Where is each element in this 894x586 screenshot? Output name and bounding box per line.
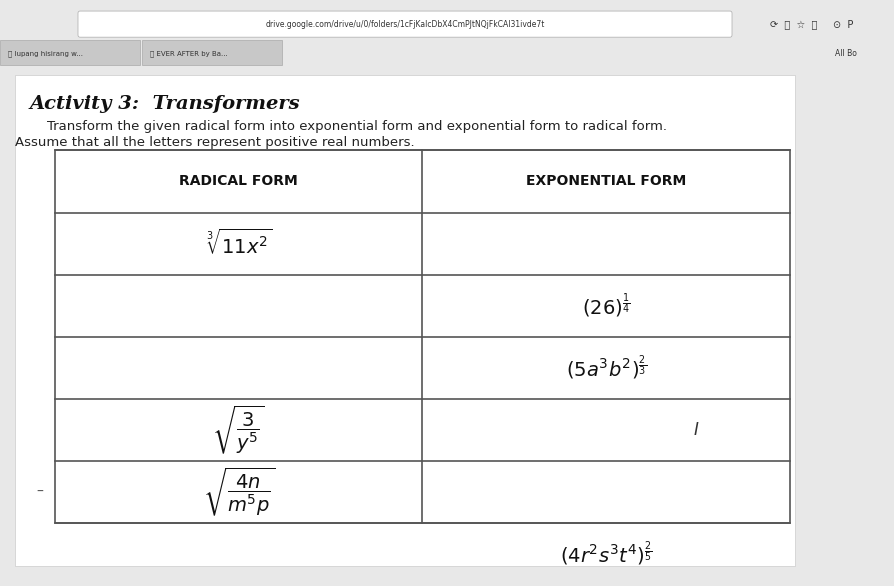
Text: Assume that all the letters represent positive real numbers.: Assume that all the letters represent po… bbox=[15, 137, 414, 149]
Text: Transform the given radical form into exponential form and exponential form to r: Transform the given radical form into ex… bbox=[30, 120, 666, 134]
Bar bbox=[0, 40, 139, 65]
Text: EXPONENTIAL FORM: EXPONENTIAL FORM bbox=[526, 175, 686, 189]
Text: Activity 3:  Transformers: Activity 3: Transformers bbox=[30, 96, 300, 113]
FancyBboxPatch shape bbox=[78, 11, 731, 37]
Text: $(4r^2s^3t^4)^{\frac{2}{5}}$: $(4r^2s^3t^4)^{\frac{2}{5}}$ bbox=[560, 540, 652, 568]
Bar bbox=[142, 40, 282, 65]
Text: $(26)^{\frac{1}{4}}$: $(26)^{\frac{1}{4}}$ bbox=[581, 291, 629, 320]
Text: ⟳  🔍  ☆  🔔     ⊙  P: ⟳ 🔍 ☆ 🔔 ⊙ P bbox=[769, 19, 852, 29]
Text: ⬛ EVER AFTER by Ba...: ⬛ EVER AFTER by Ba... bbox=[150, 50, 227, 56]
Bar bbox=[15, 76, 794, 566]
Text: $I$: $I$ bbox=[692, 421, 699, 439]
Text: All Bo: All Bo bbox=[834, 49, 856, 58]
Text: $\sqrt{\dfrac{3}{y^5}}$: $\sqrt{\dfrac{3}{y^5}}$ bbox=[212, 404, 265, 456]
Text: $\sqrt[3]{11x^2}$: $\sqrt[3]{11x^2}$ bbox=[206, 229, 272, 258]
Text: $(5a^3b^2)^{\frac{2}{3}}$: $(5a^3b^2)^{\frac{2}{3}}$ bbox=[565, 353, 646, 382]
Text: ⬛ lupang hisirang w...: ⬛ lupang hisirang w... bbox=[8, 50, 83, 56]
Bar bbox=[55, 151, 789, 523]
Text: $\sqrt{\dfrac{4n}{m^5p}}$: $\sqrt{\dfrac{4n}{m^5p}}$ bbox=[202, 466, 274, 518]
Text: drive.google.com/drive/u/0/folders/1cFjKalcDbX4CmPJtNQjFkCAl31ivde7t: drive.google.com/drive/u/0/folders/1cFjK… bbox=[265, 19, 544, 29]
Text: –: – bbox=[37, 485, 44, 499]
Text: RADICAL FORM: RADICAL FORM bbox=[179, 175, 298, 189]
